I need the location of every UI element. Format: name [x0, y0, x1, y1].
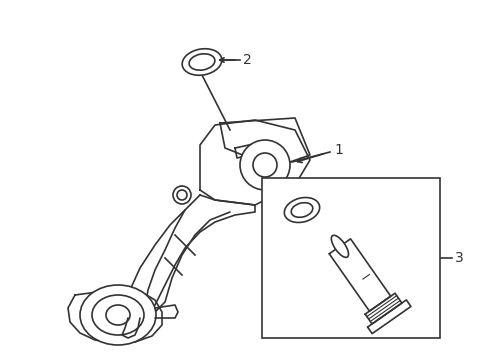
Ellipse shape — [182, 49, 222, 75]
Ellipse shape — [106, 305, 130, 325]
Ellipse shape — [189, 54, 214, 70]
Ellipse shape — [177, 190, 186, 200]
Ellipse shape — [240, 140, 289, 190]
Ellipse shape — [284, 198, 319, 222]
Ellipse shape — [80, 285, 156, 345]
Text: 3: 3 — [454, 251, 463, 265]
Ellipse shape — [331, 235, 348, 257]
Bar — [262, 178, 439, 338]
Ellipse shape — [252, 153, 276, 177]
Ellipse shape — [291, 203, 312, 217]
Text: 1: 1 — [333, 143, 342, 157]
Ellipse shape — [92, 295, 143, 335]
Text: 2: 2 — [243, 53, 251, 67]
Ellipse shape — [173, 186, 191, 204]
